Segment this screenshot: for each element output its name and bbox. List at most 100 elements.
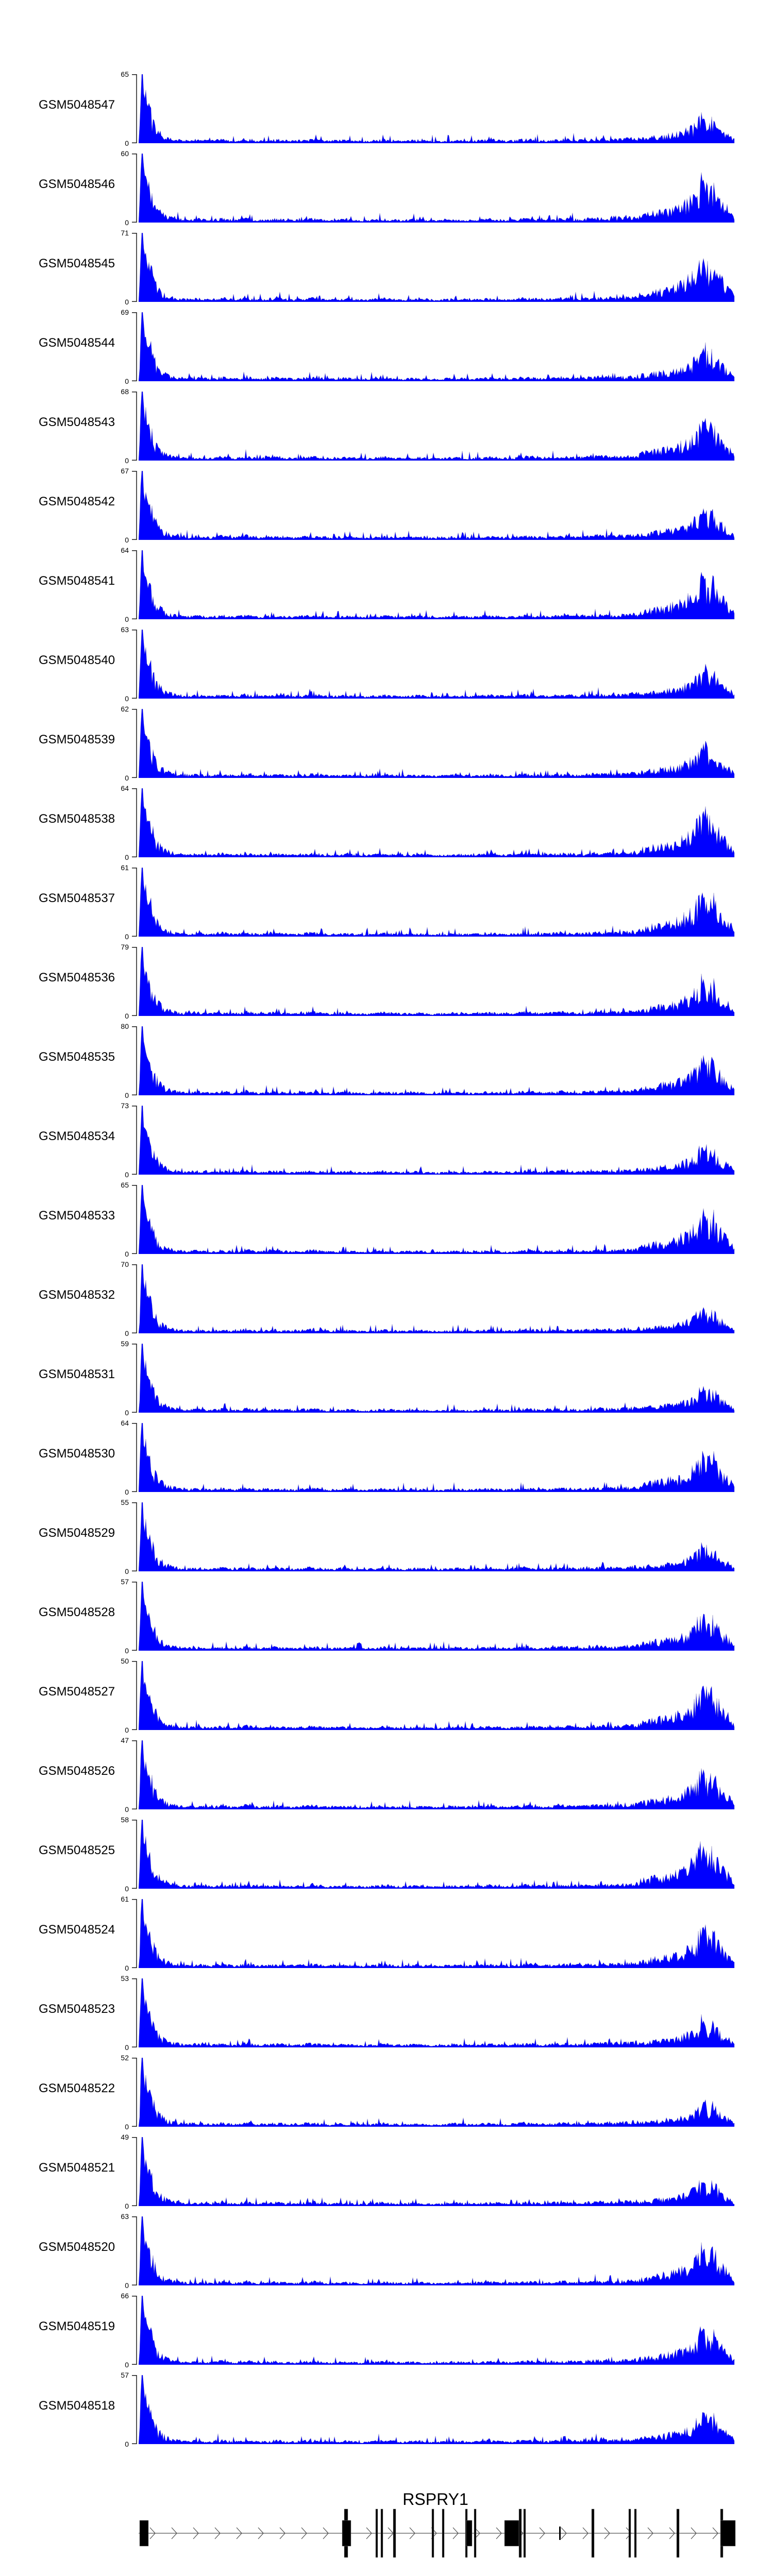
coverage-track-row: GSM5048538 64 0: [0, 784, 773, 861]
track-yzero-label: 0: [125, 1012, 129, 1020]
coverage-signal-plot: [132, 1740, 735, 1809]
track-yzero-label: 0: [125, 1647, 129, 1655]
coverage-track-row: GSM5048545 71 0: [0, 229, 773, 306]
gene-exon-box: [504, 2520, 519, 2547]
track-sample-label: GSM5048532: [39, 1288, 115, 1302]
coverage-track-row: GSM5048524 61 0: [0, 1895, 773, 1972]
track-sample-label: GSM5048545: [39, 257, 115, 270]
strand-arrow-icon: [604, 2527, 610, 2539]
coverage-track-row: GSM5048547 65 0: [0, 70, 773, 147]
coverage-signal-area: [138, 2137, 735, 2206]
gene-exon-box: [139, 2520, 149, 2547]
coverage-signal-plot: [132, 233, 735, 302]
track-yzero-label: 0: [125, 2043, 129, 2052]
track-yzero-label: 0: [125, 1091, 129, 1099]
gene-exon-box: [342, 2520, 351, 2547]
coverage-track-row: GSM5048540 63 0: [0, 625, 773, 703]
coverage-signal-area: [138, 2058, 735, 2127]
coverage-track-row: GSM5048526 47 0: [0, 1736, 773, 1814]
coverage-signal-area: [138, 471, 735, 540]
track-yzero-label: 0: [125, 139, 129, 147]
coverage-track-row: GSM5048546 60 0: [0, 149, 773, 227]
track-yzero-label: 0: [125, 1171, 129, 1179]
coverage-signal-plot: [132, 1661, 735, 1730]
track-sample-label: GSM5048544: [39, 336, 115, 350]
track-ymax-label: 52: [121, 2054, 129, 2062]
track-sample-label: GSM5048529: [39, 1526, 115, 1540]
gene-exon-tall-bar: [634, 2509, 637, 2558]
coverage-track-row: GSM5048527 50 0: [0, 1657, 773, 1734]
gene-exon-tall-bar: [431, 2509, 434, 2558]
strand-arrow-icon: [193, 2527, 199, 2539]
track-sample-label: GSM5048538: [39, 812, 115, 826]
track-ymax-label: 79: [121, 943, 129, 951]
track-ymax-label: 50: [121, 1657, 129, 1665]
track-sample-label: GSM5048530: [39, 1447, 115, 1461]
track-ymax-label: 63: [121, 2212, 129, 2221]
track-yzero-label: 0: [125, 298, 129, 306]
track-sample-label: GSM5048525: [39, 1843, 115, 1857]
strand-arrow-icon: [669, 2527, 675, 2539]
coverage-track-row: GSM5048536 79 0: [0, 943, 773, 1020]
strand-arrow-icon: [691, 2527, 697, 2539]
track-yzero-label: 0: [125, 933, 129, 941]
gene-exon-tall-bar: [393, 2509, 396, 2558]
coverage-track-row: GSM5048519 66 0: [0, 2292, 773, 2369]
coverage-signal-plot: [132, 1264, 735, 1333]
track-ymax-label: 64: [121, 1419, 129, 1427]
strand-arrow-icon: [626, 2527, 632, 2539]
track-sample-label: GSM5048546: [39, 177, 115, 191]
strand-arrow-icon: [474, 2527, 480, 2539]
coverage-track-row: GSM5048542 67 0: [0, 467, 773, 544]
track-ymax-label: 55: [121, 1498, 129, 1506]
coverage-signal-plot: [132, 709, 735, 778]
track-ymax-label: 65: [121, 70, 129, 78]
track-sample-label: GSM5048522: [39, 2081, 115, 2095]
track-ymax-label: 65: [121, 1181, 129, 1189]
gene-exon-box: [720, 2520, 736, 2547]
coverage-signal-plot: [132, 868, 735, 937]
track-yzero-label: 0: [125, 1250, 129, 1258]
strand-arrow-icon: [647, 2527, 653, 2539]
strand-arrow-icon: [171, 2527, 177, 2539]
coverage-signal-plot: [132, 550, 735, 619]
track-sample-label: GSM5048528: [39, 1605, 115, 1619]
coverage-signal-plot: [132, 1026, 735, 1095]
track-sample-label: GSM5048520: [39, 2240, 115, 2254]
gene-exon-box: [466, 2520, 473, 2547]
track-ymax-label: 68: [121, 387, 129, 396]
track-sample-label: GSM5048523: [39, 2002, 115, 2016]
gene-exon-tall-bar: [442, 2509, 445, 2558]
track-yzero-label: 0: [125, 774, 129, 782]
coverage-signal-plot: [132, 74, 735, 143]
coverage-signal-area: [138, 1978, 735, 2047]
coverage-signal-area: [138, 1820, 735, 1889]
coverage-signal-plot: [132, 1582, 735, 1651]
coverage-signal-area: [138, 2216, 735, 2285]
coverage-track-row: GSM5048535 80 0: [0, 1022, 773, 1099]
gene-name-label: RSPRY1: [402, 2490, 468, 2509]
strand-arrow-icon: [409, 2527, 415, 2539]
track-yzero-label: 0: [125, 536, 129, 544]
coverage-signal-plot: [132, 1423, 735, 1492]
coverage-track-row: GSM5048528 57 0: [0, 1578, 773, 1655]
track-sample-label: GSM5048540: [39, 653, 115, 667]
strand-arrow-icon: [452, 2527, 459, 2539]
coverage-signal-area: [138, 74, 735, 143]
track-yzero-label: 0: [125, 1488, 129, 1496]
strand-arrow-icon: [149, 2527, 156, 2539]
coverage-signal-area: [138, 1185, 735, 1254]
coverage-track-row: GSM5048521 49 0: [0, 2133, 773, 2210]
track-yzero-label: 0: [125, 1964, 129, 1972]
coverage-signal-area: [138, 947, 735, 1016]
coverage-signal-plot: [132, 1978, 735, 2047]
coverage-signal-area: [138, 709, 735, 778]
track-ymax-label: 58: [121, 1816, 129, 1824]
track-yzero-label: 0: [125, 456, 129, 465]
coverage-signal-area: [138, 1740, 735, 1809]
coverage-signal-plot: [132, 1106, 735, 1175]
track-ymax-label: 63: [121, 625, 129, 634]
track-sample-label: GSM5048543: [39, 415, 115, 429]
coverage-signal-area: [138, 630, 735, 699]
coverage-signal-area: [138, 154, 735, 223]
